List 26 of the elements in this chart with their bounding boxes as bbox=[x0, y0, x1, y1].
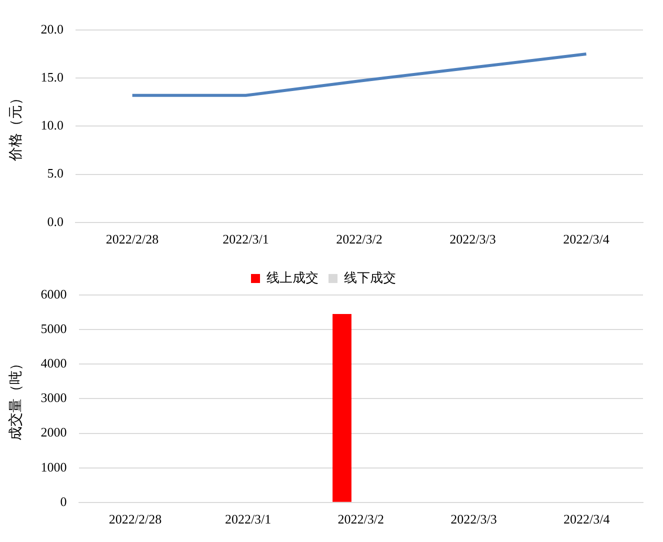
x-tick-label: 2022/2/28 bbox=[106, 232, 159, 247]
y-tick-label: 2000 bbox=[40, 424, 67, 440]
y-axis-title: 价格（元） bbox=[8, 91, 24, 162]
x-tick-label: 2022/2/28 bbox=[108, 512, 162, 527]
x-tick-label: 2022/3/3 bbox=[450, 512, 497, 527]
x-tick-label: 2022/3/1 bbox=[224, 512, 272, 527]
y-tick-label: 0.0 bbox=[47, 214, 64, 229]
x-tick-label: 2022/3/2 bbox=[338, 512, 384, 527]
x-tick-label: 2022/3/4 bbox=[563, 232, 610, 247]
y-tick-label: 3000 bbox=[40, 390, 67, 406]
y-tick-label: 6000 bbox=[40, 286, 67, 302]
x-tick-label: 2022/3/3 bbox=[450, 232, 496, 247]
y-tick-label: 5.0 bbox=[47, 166, 64, 181]
y-tick-label: 1000 bbox=[40, 459, 67, 474]
legend-label: 线上成交 bbox=[266, 270, 318, 286]
y-tick-label: 0 bbox=[60, 494, 67, 509]
y-tick-label: 5000 bbox=[40, 320, 67, 336]
y-tick-label: 15.0 bbox=[40, 70, 64, 85]
x-tick-label: 2022/3/4 bbox=[563, 512, 610, 527]
y-axis-title: 成交量（吨） bbox=[8, 356, 24, 441]
y-tick-label: 4000 bbox=[40, 356, 67, 371]
y-tick-label: 10.0 bbox=[40, 118, 64, 133]
x-tick-label: 2022/3/2 bbox=[336, 232, 382, 247]
legend-label: 线下成交 bbox=[344, 270, 396, 286]
y-tick-label: 20.0 bbox=[40, 21, 64, 36]
x-tick-label: 2022/3/1 bbox=[222, 232, 269, 247]
